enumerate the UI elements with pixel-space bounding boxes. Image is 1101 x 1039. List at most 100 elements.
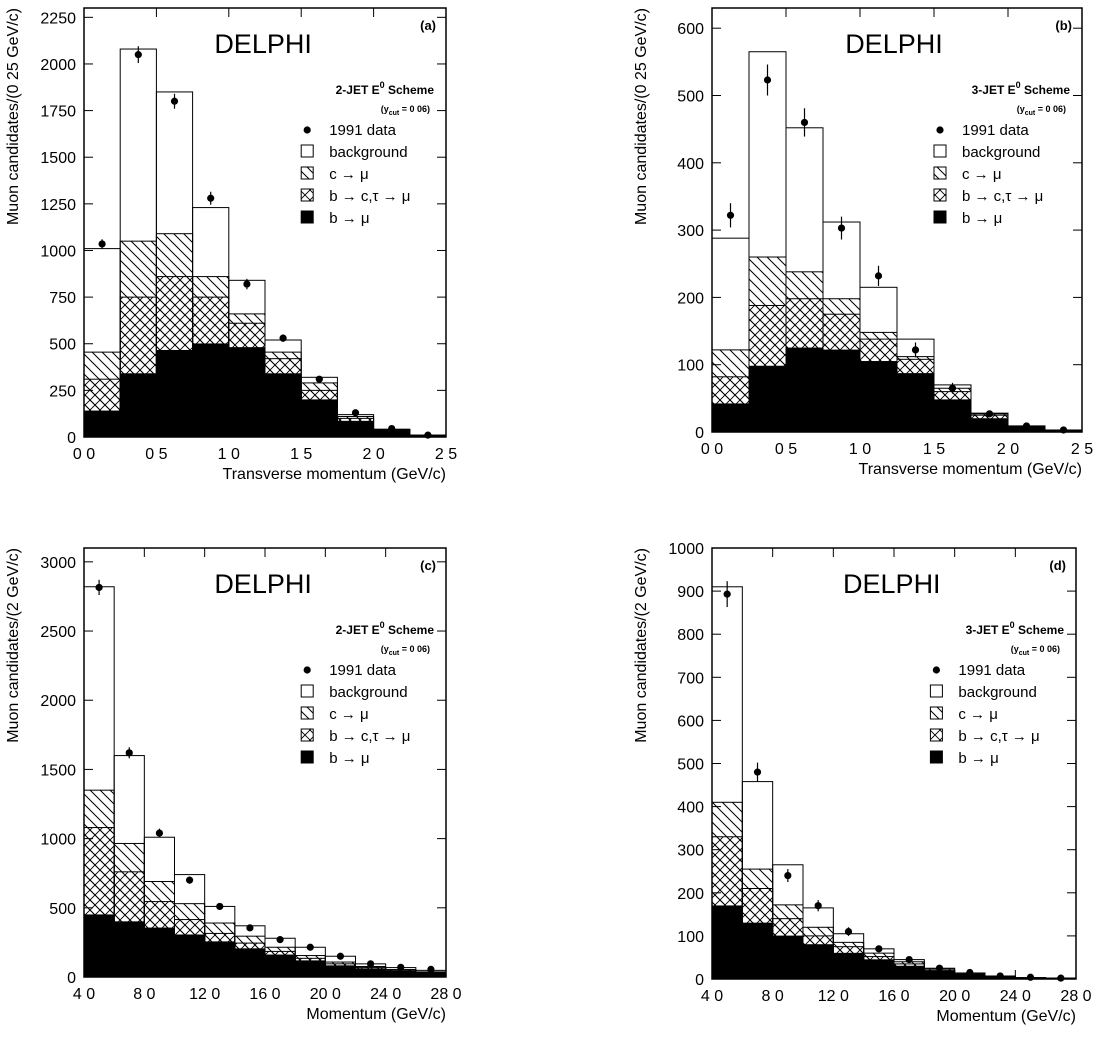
bar-b-to-mu (933, 399, 972, 433)
bar-b-to-mu (822, 349, 861, 433)
y-axis-label: Muon candidates/(0 25 GeV/c) (5, 8, 22, 225)
y-tick-label: 200 (677, 886, 704, 903)
data-point (306, 943, 314, 951)
bar-b-to-mu (385, 970, 417, 978)
bar-b-to-mu (785, 347, 824, 433)
y-tick-label: 900 (677, 584, 704, 601)
bar-b-to-mu (83, 410, 121, 438)
data-point (814, 902, 822, 910)
y-tick-label: 1000 (40, 243, 76, 260)
bar-b-to-mu (119, 373, 157, 438)
data-point (726, 211, 735, 219)
y-tick-label: 1500 (40, 762, 76, 779)
y-axis-label: Muon candidates/(2 GeV/c) (633, 548, 650, 743)
bar-b-to-mu (300, 399, 338, 438)
x-tick-label: 24 0 (370, 986, 401, 1003)
bar-b-to-mu (893, 965, 925, 980)
x-tick-label: 28 0 (430, 986, 461, 1003)
legend: 1991 data background c → μ b → c,τ → μ b → μ (300, 122, 410, 227)
data-point (134, 51, 142, 59)
data-point (427, 965, 435, 973)
y-tick-label: 500 (49, 901, 76, 918)
bar-b-to-mu (970, 418, 1009, 433)
data-point (216, 902, 224, 911)
data-point (1022, 422, 1031, 430)
x-tick-label: 2 0 (362, 446, 384, 463)
legend-label-b-to-c-tau-to-mu: b → c,τ → μ (329, 188, 410, 205)
x-tick-label: 1 0 (218, 446, 240, 463)
data-point (996, 972, 1004, 980)
y-tick-label: 400 (677, 156, 704, 173)
scheme-label: 2-JET E0 Scheme (336, 620, 435, 637)
legend-label-c-to-mu: c → μ (329, 166, 368, 183)
data-point (388, 425, 396, 433)
legend-swatch-c-to-mu (300, 706, 314, 720)
data-point (366, 960, 375, 968)
experiment-title: DELPHI (214, 569, 312, 599)
y-tick-label: 300 (677, 843, 704, 860)
bar-b-to-mu (294, 960, 326, 978)
y-tick-label: 2500 (40, 624, 76, 641)
data-point (844, 927, 853, 936)
ycut-label: (ycut = 0 06) (1011, 644, 1060, 657)
y-tick-label: 750 (49, 290, 76, 307)
legend-swatch-background (933, 144, 947, 158)
legend-label-c-to-mu: c → μ (962, 166, 1001, 183)
data-point (935, 964, 944, 972)
legend-marker-data (303, 126, 311, 134)
data-point (397, 963, 405, 971)
x-axis-label: Transverse momentum (GeV/c) (859, 461, 1082, 478)
x-tick-label: 16 0 (878, 988, 909, 1005)
legend-swatch-b-to-mu (300, 210, 314, 224)
panel-label: (a) (420, 18, 436, 33)
x-tick-label: 0 5 (775, 441, 797, 458)
x-axis-label: Momentum (GeV/c) (306, 1006, 446, 1023)
x-tick-label: 4 0 (73, 986, 95, 1003)
data-point (185, 876, 194, 884)
data-point (1026, 973, 1035, 981)
legend-label-b-to-mu: b → μ (329, 750, 369, 767)
bar-b-to-mu (415, 972, 447, 978)
y-tick-label: 2000 (40, 57, 76, 74)
legend-swatch-b-to-mu (300, 750, 314, 764)
ycut-label: (ycut = 0 06) (381, 644, 430, 657)
y-tick-label: 1000 (668, 541, 704, 558)
x-tick-label: 2 0 (997, 441, 1019, 458)
legend-swatch-background (300, 684, 314, 698)
legend-label-b-to-c-tau-to-mu: b → c,τ → μ (962, 188, 1043, 205)
data-point (95, 583, 103, 592)
y-tick-label: 600 (677, 713, 704, 730)
bar-b-to-mu (337, 420, 374, 438)
legend-swatch-b-to-c-tau-to-mu (300, 188, 314, 202)
bar-b-to-mu (355, 968, 386, 978)
data-point (905, 956, 913, 964)
data-point (336, 952, 345, 960)
bar-b-to-mu (264, 954, 296, 978)
bar-b-to-mu (833, 952, 864, 980)
y-tick-label: 800 (677, 627, 704, 644)
bar-b-to-mu (742, 922, 773, 980)
data-point (279, 334, 287, 342)
data-point (207, 194, 215, 202)
y-tick-label: 500 (677, 88, 704, 105)
y-tick-label: 2000 (40, 693, 76, 710)
data-point (243, 280, 251, 288)
legend-label-background: background (329, 684, 407, 701)
x-tick-label: 1 0 (849, 441, 871, 458)
scheme-label: 3-JET E0 Scheme (966, 620, 1065, 637)
y-tick-label: 100 (677, 358, 704, 375)
y-tick-label: 0 (67, 970, 76, 987)
legend-swatch-b-to-mu (929, 750, 943, 764)
y-tick-label: 700 (677, 670, 704, 687)
legend-label-c-to-mu: c → μ (958, 706, 997, 723)
ycut-label: (ycut = 0 06) (1017, 104, 1066, 117)
x-tick-label: 8 0 (133, 986, 155, 1003)
x-tick-label: 0 0 (73, 446, 95, 463)
y-tick-label: 0 (695, 972, 704, 989)
legend-label-c-to-mu: c → μ (329, 706, 368, 723)
bar-b-to-mu (896, 373, 935, 433)
legend-label-data: 1991 data (329, 662, 396, 679)
y-tick-label: 600 (677, 21, 704, 38)
y-tick-label: 500 (49, 337, 76, 354)
data-point (837, 224, 846, 232)
